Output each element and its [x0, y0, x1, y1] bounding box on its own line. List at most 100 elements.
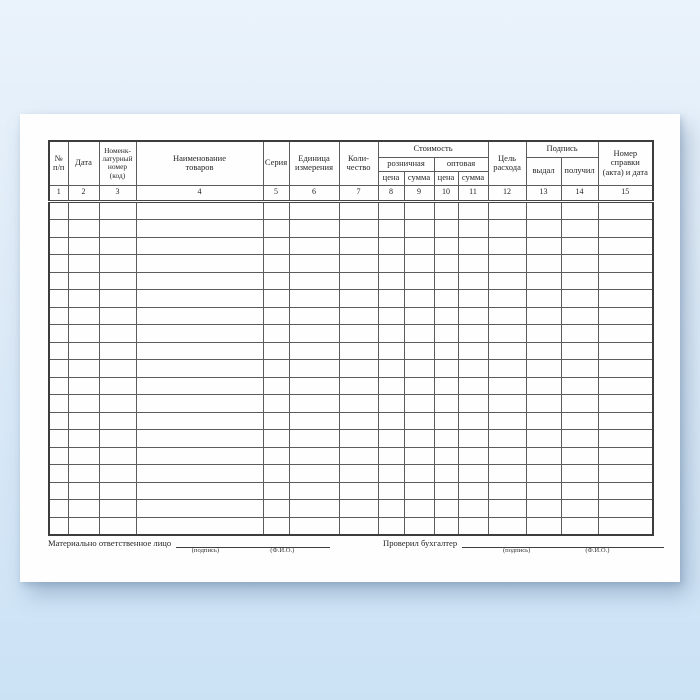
empty-cell	[433, 516, 459, 536]
empty-cell	[487, 499, 527, 518]
empty-cell	[67, 324, 100, 343]
empty-cell	[48, 271, 69, 290]
empty-cell	[67, 341, 100, 360]
header-cell-nomenclature: Номенк- латурный номер (код)	[98, 140, 137, 186]
empty-cell	[487, 481, 527, 500]
empty-cell	[98, 289, 137, 308]
empty-cell	[525, 376, 562, 395]
empty-cell	[288, 219, 340, 238]
column-number-cell: 4	[135, 184, 264, 203]
empty-cell	[338, 341, 379, 360]
empty-cell	[525, 341, 562, 360]
empty-cell	[67, 446, 100, 465]
header-cell-wholesale-price: цена	[433, 170, 459, 186]
empty-cell	[433, 429, 459, 448]
column-number-cell: 3	[98, 184, 137, 203]
empty-cell	[560, 341, 599, 360]
empty-cell	[457, 306, 489, 325]
empty-cell	[288, 200, 340, 220]
empty-cell	[262, 481, 290, 500]
empty-cell	[457, 200, 489, 220]
accountant-label: Проверил бухгалтер	[383, 538, 458, 548]
empty-cell	[98, 429, 137, 448]
empty-cell	[597, 289, 654, 308]
empty-cell	[487, 306, 527, 325]
empty-cell	[262, 289, 290, 308]
empty-cell	[98, 236, 137, 255]
paper-sheet: № п/п Дата Номенк- латурный номер (код) …	[20, 114, 680, 582]
empty-cell	[433, 324, 459, 343]
empty-cell	[457, 429, 489, 448]
responsible-person-label: Материально ответственное лицо	[48, 538, 172, 548]
empty-cell	[338, 516, 379, 536]
empty-cell	[403, 219, 435, 238]
empty-cell	[135, 219, 264, 238]
empty-cell	[433, 254, 459, 273]
empty-cell	[48, 429, 69, 448]
empty-cell	[403, 289, 435, 308]
empty-cell	[48, 200, 69, 220]
empty-cell	[262, 464, 290, 483]
empty-cell	[288, 481, 340, 500]
empty-cell	[67, 219, 100, 238]
empty-cell	[98, 499, 137, 518]
empty-cell	[288, 271, 340, 290]
empty-cell	[48, 359, 69, 378]
empty-cell	[288, 394, 340, 413]
empty-cell	[487, 219, 527, 238]
column-number-cell: 2	[67, 184, 100, 203]
empty-cell	[98, 481, 137, 500]
empty-cell	[560, 411, 599, 430]
empty-cell	[98, 464, 137, 483]
table-row	[48, 481, 654, 500]
column-number-cell: 12	[487, 184, 527, 203]
empty-cell	[98, 446, 137, 465]
empty-cell	[262, 341, 290, 360]
table-row	[48, 200, 654, 220]
empty-cell	[48, 411, 69, 430]
empty-cell	[288, 446, 340, 465]
empty-cell	[597, 464, 654, 483]
empty-cell	[338, 481, 379, 500]
header-cell-retail-price: цена	[377, 170, 405, 186]
empty-cell	[338, 429, 379, 448]
empty-cell	[338, 446, 379, 465]
empty-cell	[98, 254, 137, 273]
empty-cell	[262, 324, 290, 343]
header-cell-quantity: Коли- чество	[338, 140, 379, 186]
empty-cell	[262, 306, 290, 325]
empty-cell	[377, 429, 405, 448]
header-cell-unit: Единица измерения	[288, 140, 340, 186]
table-row	[48, 446, 654, 465]
empty-cell	[433, 289, 459, 308]
empty-cell	[457, 411, 489, 430]
empty-cell	[262, 200, 290, 220]
empty-cell	[288, 411, 340, 430]
empty-cell	[487, 464, 527, 483]
empty-cell	[67, 411, 100, 430]
header-cell-date: Дата	[67, 140, 100, 186]
empty-cell	[403, 394, 435, 413]
header-cell-purpose: Цель расхода	[487, 140, 527, 186]
signature-caption: (подпись)	[191, 547, 220, 554]
empty-cell	[403, 341, 435, 360]
empty-cell	[457, 499, 489, 518]
empty-cell	[403, 200, 435, 220]
empty-cell	[67, 306, 100, 325]
empty-cell	[48, 516, 69, 536]
empty-cell	[262, 254, 290, 273]
empty-cell	[135, 499, 264, 518]
table-row	[48, 341, 654, 360]
empty-cell	[48, 324, 69, 343]
empty-cell	[487, 271, 527, 290]
empty-cell	[262, 411, 290, 430]
header-cell-goods-name: Наименование товаров	[135, 140, 264, 186]
empty-cell	[403, 376, 435, 395]
empty-cell	[288, 376, 340, 395]
empty-cell	[377, 289, 405, 308]
empty-cell	[433, 236, 459, 255]
table-row	[48, 289, 654, 308]
empty-cell	[262, 394, 290, 413]
empty-cell	[135, 306, 264, 325]
